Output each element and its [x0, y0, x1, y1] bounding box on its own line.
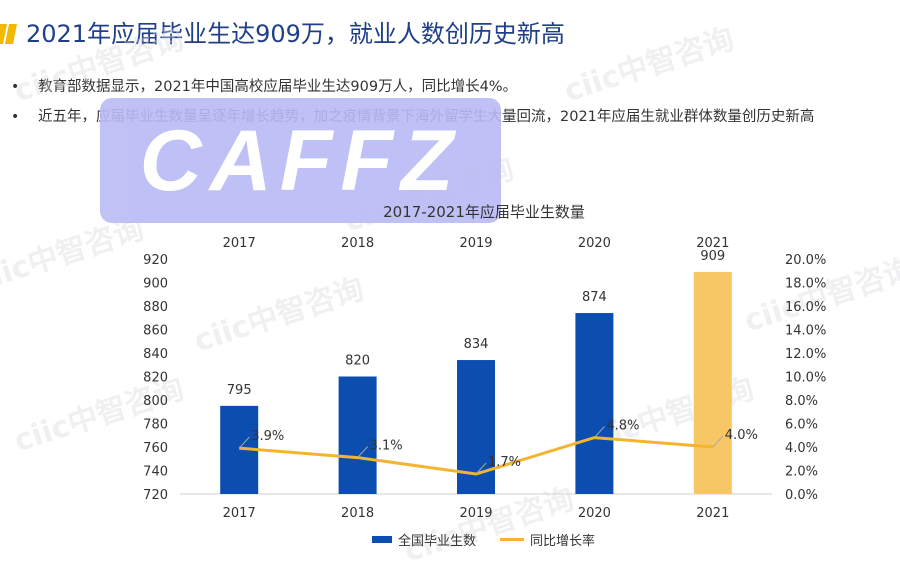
- right-axis-tick: 16.0%: [785, 300, 826, 315]
- bullet-dot-icon: •: [11, 79, 20, 95]
- right-axis-tick: 10.0%: [785, 371, 826, 386]
- x-axis-tick: 2021: [696, 506, 729, 521]
- bar-data-label: 795: [227, 383, 252, 398]
- line-label-leader: [712, 435, 724, 448]
- right-axis-tick: 12.0%: [785, 347, 826, 362]
- line-label-leader: [238, 436, 250, 449]
- line-data-label: 3.9%: [251, 429, 284, 444]
- x-axis-tick: 2018: [341, 506, 374, 521]
- left-axis-tick: 880: [143, 300, 168, 315]
- bar-data-label: 820: [345, 354, 370, 369]
- title-accent-icon: [0, 24, 17, 44]
- right-axis-tick: 20.0%: [785, 253, 826, 268]
- left-axis-tick: 840: [143, 347, 168, 362]
- page-title: 2021年应届毕业生达909万，就业人数创历史新高: [26, 20, 565, 48]
- right-axis-tick: 8.0%: [785, 394, 818, 409]
- chart-title: 2017-2021年应届毕业生数量: [383, 203, 585, 221]
- right-axis-tick: 18.0%: [785, 277, 826, 292]
- left-axis-tick: 860: [143, 324, 168, 339]
- bar: [575, 313, 614, 494]
- bar-data-label: 834: [464, 337, 489, 352]
- line-label-leader: [357, 446, 368, 458]
- left-axis-tick: 760: [143, 441, 168, 456]
- top-category-label: 2019: [459, 236, 492, 251]
- left-axis-tick: 720: [143, 488, 168, 503]
- left-axis-tick: 780: [143, 418, 168, 433]
- top-category-label: 2017: [223, 236, 256, 251]
- logo-text: CAFFZ: [139, 113, 462, 209]
- right-axis-tick: 2.0%: [785, 465, 818, 480]
- bar: [338, 376, 377, 494]
- x-axis-tick: 2020: [578, 506, 611, 521]
- line-label-leader: [475, 462, 487, 475]
- top-category-label: 2021: [696, 236, 729, 251]
- bar-data-label: 874: [582, 290, 607, 305]
- right-axis-tick: 0.0%: [785, 488, 818, 503]
- line-data-label: 3.1%: [370, 439, 403, 454]
- left-axis-tick: 900: [143, 277, 168, 292]
- right-axis-tick: 14.0%: [785, 324, 826, 339]
- left-axis-tick: 740: [143, 465, 168, 480]
- line-label-leader: [594, 426, 605, 438]
- bullet-text: 教育部数据显示，2021年中国高校应届毕业生达909万人，同比增长4%。: [38, 79, 518, 95]
- legend-label-line: 同比增长率: [530, 533, 595, 549]
- bar-data-label: 909: [700, 249, 725, 264]
- line-data-label: 4.8%: [606, 419, 639, 434]
- bar: [693, 271, 732, 494]
- right-axis-tick: 6.0%: [785, 418, 818, 433]
- legend-label-bars: 全国毕业生数: [398, 533, 476, 549]
- legend-swatch-bars: [372, 536, 392, 543]
- top-category-label: 2020: [578, 236, 611, 251]
- top-category-label: 2018: [341, 236, 374, 251]
- line-data-label: 1.7%: [488, 455, 521, 470]
- left-axis-tick: 820: [143, 371, 168, 386]
- left-axis-tick: 920: [143, 253, 168, 268]
- right-axis-tick: 4.0%: [785, 441, 818, 456]
- line-data-label: 4.0%: [725, 428, 758, 443]
- bullet-dot-icon: •: [11, 109, 20, 125]
- caffz-logo: CAFFZ: [100, 98, 501, 223]
- x-axis-tick: 2017: [223, 506, 256, 521]
- left-axis-tick: 800: [143, 394, 168, 409]
- x-axis-tick: 2019: [459, 506, 492, 521]
- bullet-item: • 教育部数据显示，2021年中国高校应届毕业生达909万人，同比增长4%。: [0, 72, 900, 102]
